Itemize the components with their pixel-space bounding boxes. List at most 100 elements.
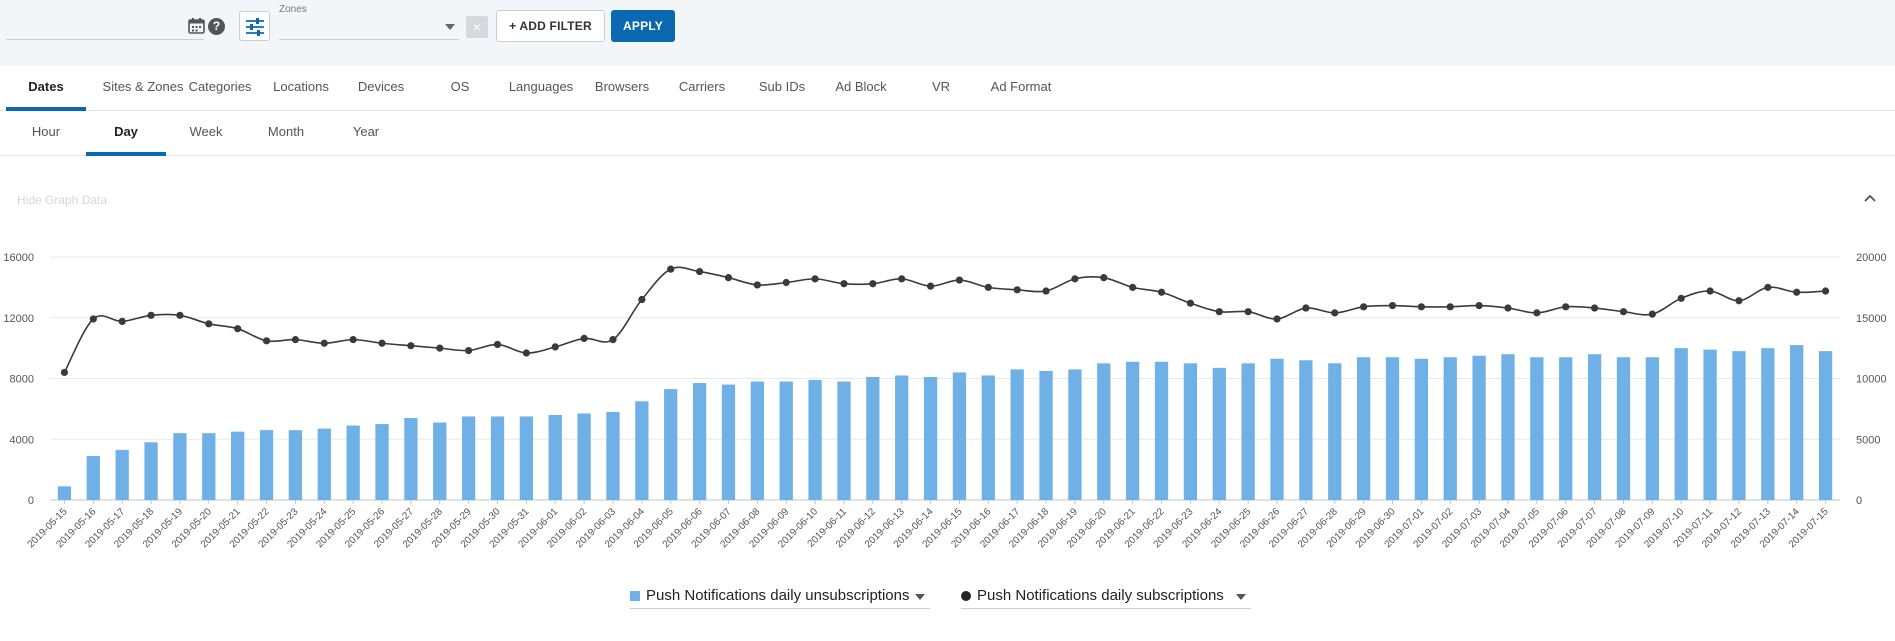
bar (664, 389, 678, 500)
bar (1068, 369, 1082, 500)
tab-languages[interactable]: Languages (508, 79, 574, 94)
tab-sites-zones[interactable]: Sites & Zones (102, 79, 184, 94)
tab-carriers[interactable]: Carriers (678, 79, 726, 94)
bar (635, 401, 649, 500)
bar (1587, 354, 1602, 500)
tab-dates[interactable]: Dates (6, 66, 86, 111)
tab-browsers[interactable]: Browsers (594, 79, 650, 94)
bar (1761, 348, 1775, 500)
filter-settings-button[interactable] (239, 11, 270, 41)
line-point (724, 274, 733, 282)
line-point (1821, 287, 1830, 295)
line-point (436, 344, 444, 352)
bar (1183, 363, 1198, 500)
line-point (89, 315, 97, 323)
chevron-up-icon[interactable] (1862, 190, 1878, 206)
bar (1616, 357, 1631, 500)
y-tick-label-left: 4000 (10, 434, 34, 446)
bar (1097, 363, 1111, 500)
line-point (1706, 287, 1714, 295)
line-point (176, 311, 184, 319)
legend-label: Push Notifications daily subscriptions (977, 587, 1224, 604)
bar (1818, 351, 1833, 500)
add-filter-button[interactable]: + ADD FILTER (496, 10, 605, 42)
line-point (1619, 308, 1628, 316)
bar (1328, 363, 1342, 500)
bar (1299, 360, 1313, 500)
tab-week[interactable]: Week (189, 124, 223, 139)
date-range-input[interactable] (6, 14, 204, 40)
tab-os[interactable]: OS (450, 79, 470, 94)
bar (895, 375, 909, 500)
bar (1039, 370, 1053, 500)
tab-vr[interactable]: VR (931, 79, 951, 94)
line-point (782, 278, 790, 287)
line-point (638, 295, 646, 304)
line-point (1273, 315, 1281, 323)
bar (461, 416, 476, 500)
bar (923, 376, 938, 500)
chevron-down-icon (1236, 594, 1246, 600)
tab-sub-ids[interactable]: Sub IDs (758, 79, 806, 94)
line-point (1677, 294, 1685, 302)
line-point (1562, 303, 1570, 311)
line-point (1071, 275, 1079, 283)
bar (57, 486, 72, 500)
bar (490, 416, 505, 500)
dimension-tabs: Dates Sites & Zones Categories Locations… (0, 66, 1895, 111)
line-point (262, 337, 271, 345)
bar (606, 411, 620, 500)
line-point (349, 336, 357, 344)
line-point (234, 325, 242, 333)
clear-zones-button[interactable]: × (466, 16, 488, 38)
y-tick-label-right: 15000 (1856, 313, 1887, 325)
apply-button[interactable]: APPLY (611, 10, 675, 42)
legend-item-subscriptions[interactable]: Push Notifications daily subscriptions (961, 585, 1251, 609)
tab-locations[interactable]: Locations (273, 79, 329, 94)
line-point (147, 311, 155, 319)
bar (1356, 357, 1371, 500)
bar (115, 449, 129, 500)
line-point (1793, 288, 1801, 296)
legend-item-unsubscriptions[interactable]: Push Notifications daily unsubscriptions (630, 585, 930, 609)
bar (808, 380, 822, 500)
calendar-icon[interactable] (188, 17, 205, 34)
bar (1501, 354, 1515, 500)
line-point (205, 320, 213, 328)
tab-month[interactable]: Month (267, 124, 305, 139)
line-point (955, 276, 964, 284)
zones-select[interactable] (279, 14, 459, 40)
tab-day[interactable]: Day (86, 111, 166, 156)
hide-graph-toggle[interactable]: Hide Graph Data (17, 193, 108, 207)
y-tick-label-left: 8000 (10, 374, 34, 386)
y-tick-label-left: 12000 (3, 313, 34, 325)
bar (1385, 357, 1400, 500)
tab-ad-block[interactable]: Ad Block (835, 79, 887, 94)
bar (202, 433, 216, 500)
line-point (118, 317, 126, 325)
tab-year[interactable]: Year (352, 124, 380, 139)
help-icon[interactable]: ? (208, 18, 225, 35)
line-point (1533, 309, 1541, 317)
series-line (63, 266, 1826, 373)
line-point (291, 336, 300, 344)
tab-categories[interactable]: Categories (188, 79, 252, 94)
chart: 0400080001200016000050001000015000200002… (3, 252, 1887, 550)
chevron-down-icon (445, 24, 455, 30)
line-point (984, 283, 992, 291)
bar (317, 428, 331, 500)
period-tabs: Hour Day Week Month Year (0, 111, 1895, 156)
line-point (1735, 297, 1743, 305)
tab-hour[interactable]: Hour (31, 124, 61, 139)
bar (231, 431, 245, 500)
line-point (1590, 304, 1599, 312)
line-point (1042, 287, 1050, 295)
line-point (753, 281, 761, 289)
y-tick-label-right: 5000 (1856, 434, 1880, 446)
line-point (1215, 308, 1223, 316)
line-point (811, 275, 819, 283)
tab-ad-format[interactable]: Ad Format (990, 79, 1052, 94)
tab-devices[interactable]: Devices (357, 79, 405, 94)
bar (750, 381, 764, 500)
bar (692, 383, 707, 500)
